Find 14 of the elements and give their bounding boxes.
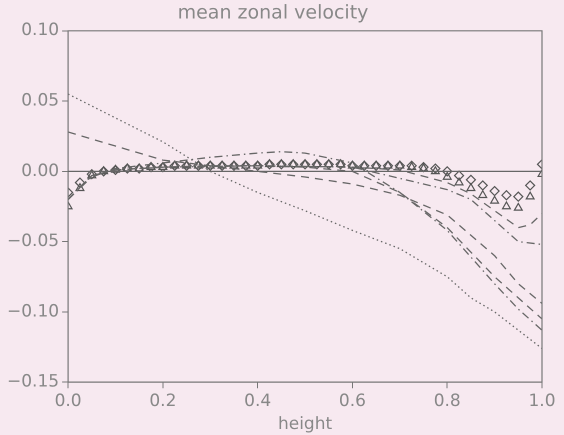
y-tick-label: −0.10: [6, 301, 60, 322]
y-tick-label: 0.10: [21, 20, 60, 40]
x-tick-label: 0.8: [434, 390, 461, 411]
y-tick-label: 0.00: [21, 160, 60, 181]
y-tick-label: −0.15: [6, 372, 60, 392]
x-tick-label: 1.0: [528, 390, 556, 411]
y-tick-label: 0.05: [21, 90, 60, 110]
x-tick-label: 0.4: [244, 390, 272, 411]
x-tick-label: 0.6: [338, 390, 366, 411]
x-tick-label: 0.0: [54, 390, 82, 411]
x-tick-label: 0.2: [149, 390, 176, 411]
x-axis-title: height: [278, 414, 332, 434]
y-tick-label: −0.05: [6, 231, 60, 252]
chart-title: mean zonal velocity: [178, 1, 368, 24]
